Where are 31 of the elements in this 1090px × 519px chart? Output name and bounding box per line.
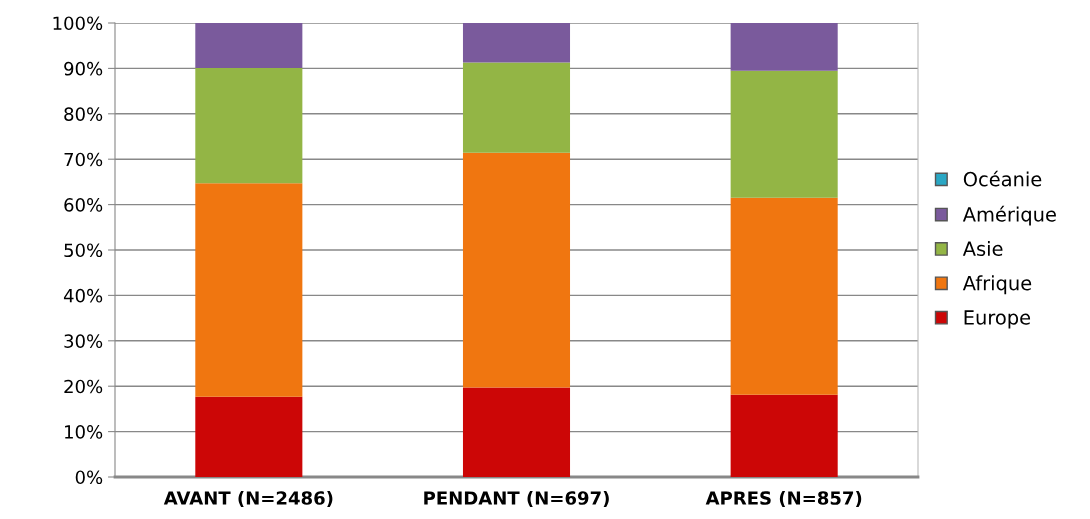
- bar: [195, 396, 303, 477]
- bar: [730, 197, 838, 395]
- legend-label: Europe: [964, 310, 1031, 329]
- bar: [462, 23, 571, 63]
- legend-label: Afrique: [962, 275, 1032, 295]
- y-tick-label: 50%: [64, 243, 103, 258]
- bar: [195, 183, 303, 397]
- y-tick-label: 20%: [64, 379, 103, 394]
- y-tick-label: 80%: [64, 107, 103, 121]
- x-tick-label: AVANT (N=2486): [163, 490, 333, 507]
- y-tick-label: 90%: [64, 61, 103, 76]
- x-tick-label: PENDANT (N=697): [424, 490, 609, 507]
- legend-label: Asie: [962, 240, 1003, 257]
- y-tick-label: 30%: [64, 334, 103, 348]
- y-tick-label: 10%: [65, 425, 103, 439]
- y-tick-label: 0%: [75, 470, 103, 485]
- bar: [195, 67, 303, 184]
- bar: [730, 23, 838, 71]
- x-tick-label: APRES (N=857): [705, 490, 862, 507]
- bar: [730, 394, 838, 477]
- bar: [462, 152, 571, 388]
- legend-label: Océanie: [963, 170, 1042, 187]
- y-tick-label: 70%: [64, 152, 103, 167]
- y-tick-label: 60%: [64, 198, 103, 212]
- y-tick-label: 40%: [63, 288, 103, 303]
- bar: [195, 23, 303, 68]
- y-tick-label: 100%: [53, 16, 103, 31]
- bar: [462, 62, 571, 153]
- bar: [730, 70, 838, 198]
- bar: [462, 387, 571, 477]
- legend-label: Amérique: [962, 205, 1056, 226]
